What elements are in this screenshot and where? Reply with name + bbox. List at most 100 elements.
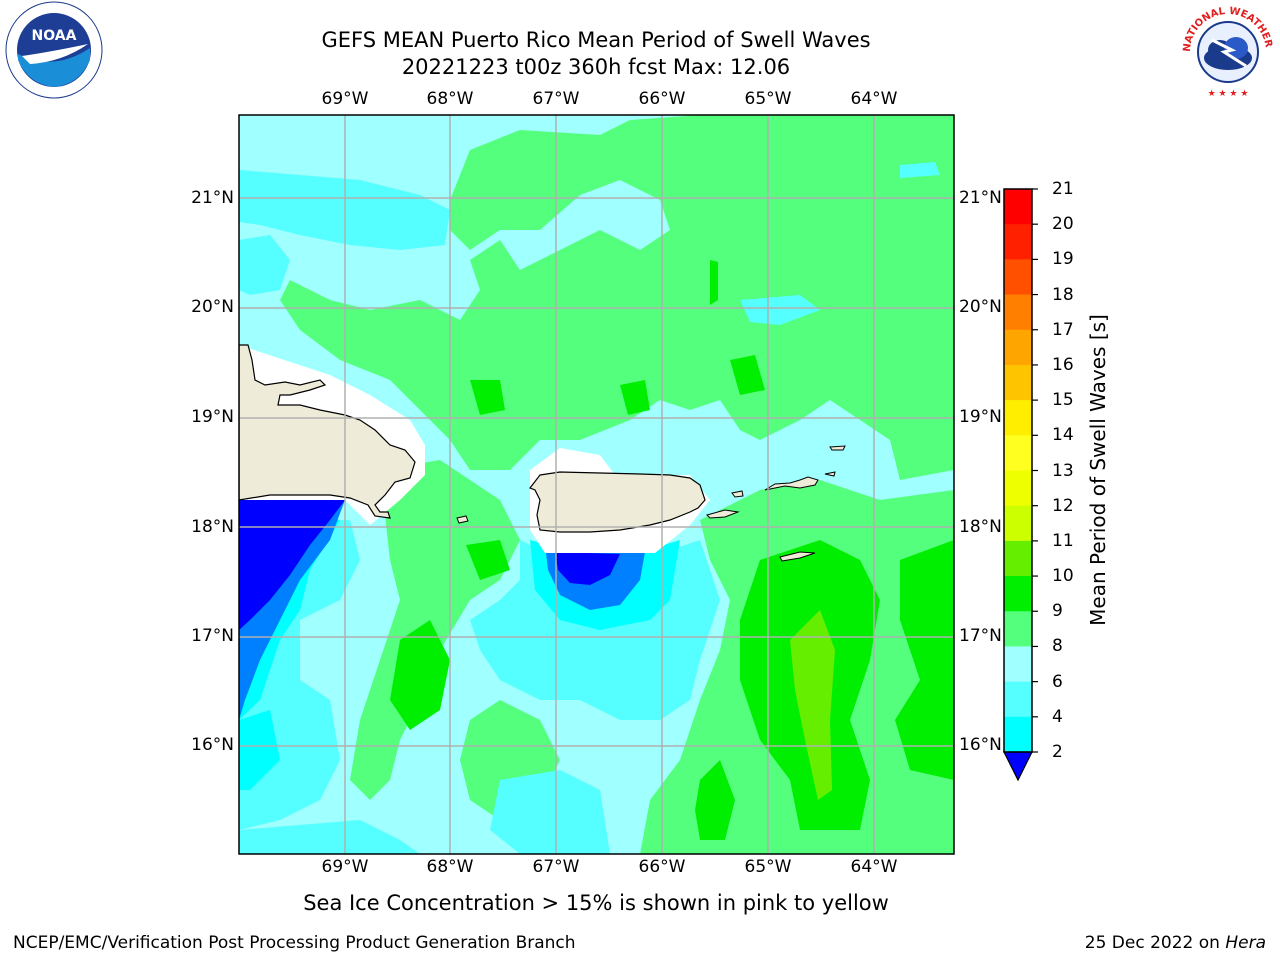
colorbar-tick-1: 20 <box>1052 214 1074 235</box>
colorbar-band-4 <box>1004 329 1032 366</box>
lon-label-top-1: 68°W <box>426 89 474 109</box>
field-2-4-west <box>239 500 345 630</box>
footer-credit: NCEP/EMC/Verification Post Processing Pr… <box>13 933 576 953</box>
field-8-9-north-c <box>900 162 940 178</box>
lon-label-bottom-2: 67°W <box>532 857 580 877</box>
colorbar-label: Mean Period of Swell Waves [s] <box>1086 314 1110 626</box>
colorbar-band-7 <box>1004 435 1032 471</box>
colorbar-tick-16: 2 <box>1052 742 1063 762</box>
colorbar-band-8 <box>1004 470 1032 507</box>
land-small-islet <box>824 471 836 477</box>
field-6-8-sw <box>239 710 280 790</box>
colorbar-tick-2: 19 <box>1052 249 1074 270</box>
colorbar-tick-13: 8 <box>1052 636 1063 657</box>
lon-label-top-2: 67°W <box>532 89 580 109</box>
lon-label-bottom-0: 69°W <box>321 857 369 877</box>
colorbar-tick-7: 14 <box>1052 425 1074 446</box>
colorbar-band-2 <box>1004 259 1032 296</box>
colorbar-tick-3: 18 <box>1052 284 1074 305</box>
lat-label-right-5: 16°N <box>959 735 1002 755</box>
land-virgin-islands <box>764 476 819 491</box>
sea-ice-caption: Sea Ice Concentration > 15% is shown in … <box>303 891 889 915</box>
colorbar-band-3 <box>1004 294 1032 331</box>
field-11-12-b <box>390 620 450 730</box>
footer-host: Hera <box>1225 933 1266 953</box>
footer-date: 25 Dec 2022 on Hera <box>1085 933 1266 953</box>
lon-label-bottom-4: 65°W <box>744 857 792 877</box>
lat-label-right-1: 20°N <box>959 297 1002 317</box>
field-11-12-d <box>695 760 735 840</box>
colorbar <box>1003 188 1038 782</box>
colorbar-band-11 <box>1004 576 1032 612</box>
field-10-11-north <box>280 115 954 480</box>
colorbar-tick-8: 13 <box>1052 460 1074 481</box>
lat-label-right-2: 19°N <box>959 407 1002 427</box>
lat-label-left-0: 21°N <box>191 188 234 208</box>
lat-label-left-2: 19°N <box>191 407 234 427</box>
chart-title: GEFS MEAN Puerto Rico Mean Period of Swe… <box>321 28 871 52</box>
colorbar-tick-10: 11 <box>1052 530 1074 551</box>
lat-label-right-4: 17°N <box>959 626 1002 646</box>
land-st-croix <box>779 551 816 562</box>
lon-label-top-3: 66°W <box>638 89 686 109</box>
colorbar-tick-5: 16 <box>1052 354 1074 375</box>
noaa-logo: NOAA <box>5 1 103 99</box>
colorbar-band-9 <box>1004 505 1032 542</box>
lon-label-bottom-1: 68°W <box>426 857 474 877</box>
field-11-12-i <box>710 260 718 305</box>
svg-text:★ ★ ★ ★: ★ ★ ★ ★ <box>1208 89 1249 99</box>
colorbar-band-15 <box>1004 716 1032 753</box>
land-vieques <box>706 509 740 519</box>
lon-label-top-4: 65°W <box>744 89 792 109</box>
field-11-12-e <box>470 380 505 415</box>
lat-label-left-5: 16°N <box>191 735 234 755</box>
field-8-9-south-e <box>490 770 610 854</box>
lat-label-left-1: 20°N <box>191 297 234 317</box>
colorbar-tick-9: 12 <box>1052 495 1074 516</box>
field-8-9-north-b <box>239 235 290 295</box>
colorbar-band-1 <box>1004 224 1032 260</box>
field-11-12-c <box>895 540 954 780</box>
lat-label-left-3: 18°N <box>191 517 234 537</box>
colorbar-band-14 <box>1004 681 1032 718</box>
map-frame <box>238 114 955 855</box>
colorbar-tick-6: 15 <box>1052 390 1074 411</box>
colorbar-tick-15: 4 <box>1052 706 1063 727</box>
field-11-12-g <box>730 355 765 395</box>
lat-label-right-3: 18°N <box>959 517 1002 537</box>
nws-logo: NATIONAL WEATHER SERVICE ★ ★ ★ ★ <box>1176 0 1276 100</box>
chart-subtitle: 20221223 t00z 360h fcst Max: 12.06 <box>401 55 791 79</box>
lon-label-bottom-3: 66°W <box>638 857 686 877</box>
land-hispaniola <box>239 344 416 519</box>
colorbar-band-12 <box>1004 611 1032 647</box>
colorbar-tick-12: 9 <box>1052 601 1063 622</box>
colorbar-band-10 <box>1004 540 1032 577</box>
land-mona-island <box>456 515 469 524</box>
field-11-12-h <box>466 540 510 580</box>
land-culebra <box>731 490 744 498</box>
gridlines <box>239 115 954 854</box>
lon-label-top-0: 69°W <box>321 89 369 109</box>
footer-date-text: 25 Dec 2022 on <box>1084 933 1226 953</box>
land-anegada <box>829 445 846 451</box>
colorbar-tick-11: 10 <box>1052 566 1074 587</box>
lon-label-top-5: 64°W <box>850 89 898 109</box>
colorbar-band-6 <box>1004 400 1032 436</box>
colorbar-tick-0: 21 <box>1052 179 1074 199</box>
colorbar-band-13 <box>1004 646 1032 683</box>
noaa-logo-text: NOAA <box>32 28 77 44</box>
colorbar-band-5 <box>1004 364 1032 401</box>
colorbar-tick-4: 17 <box>1052 319 1074 340</box>
lat-label-right-0: 21°N <box>959 188 1002 208</box>
field-8-9-north-d <box>740 295 820 325</box>
field-8-9-south-d <box>239 820 420 854</box>
field-11-12-f <box>620 380 650 415</box>
colorbar-tick-14: 6 <box>1052 671 1063 692</box>
colorbar-extend-arrow <box>1003 751 1033 782</box>
field-2-4-pr <box>555 552 620 585</box>
lon-label-bottom-5: 64°W <box>850 857 898 877</box>
lat-label-left-4: 17°N <box>191 626 234 646</box>
field-12-13 <box>790 610 835 800</box>
colorbar-band-0 <box>1004 189 1032 225</box>
